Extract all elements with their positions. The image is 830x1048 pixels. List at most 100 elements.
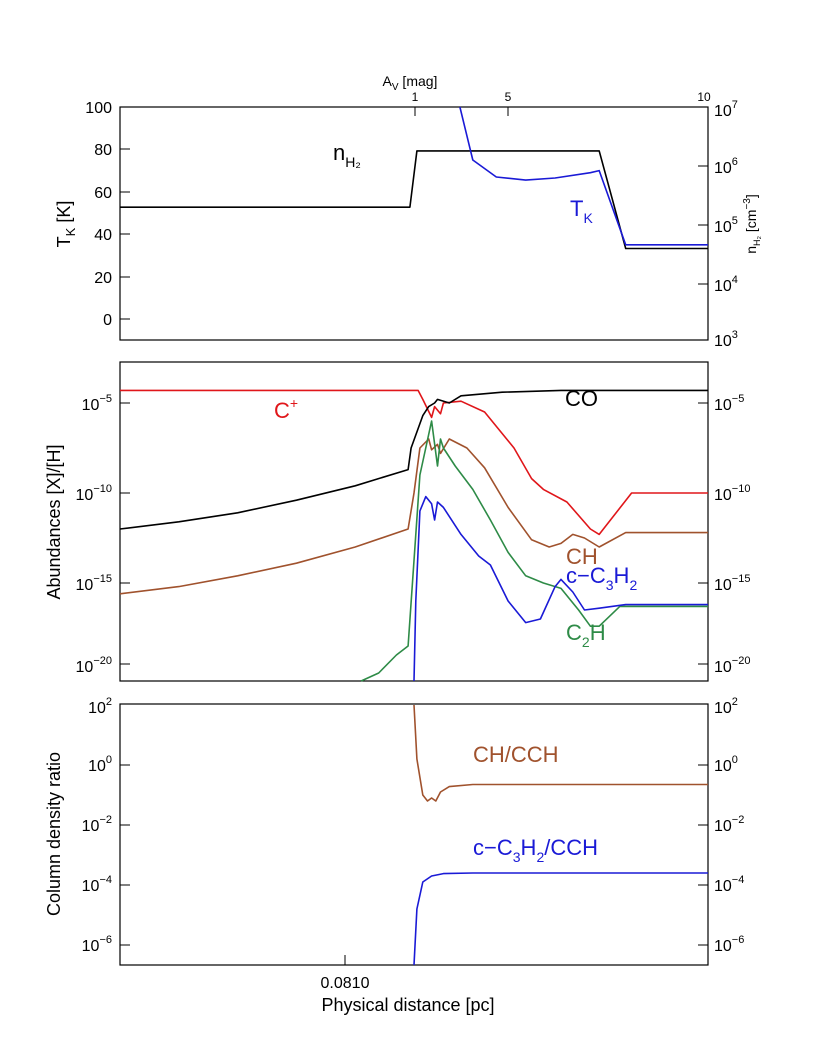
nh2-tick-exp: 4	[732, 274, 738, 286]
nh2-tick-exp: 3	[732, 329, 738, 341]
cplus-series-line	[120, 389, 708, 536]
top-panel-frame	[119, 106, 709, 341]
abund-tick-exp: −15	[93, 573, 112, 585]
abund-tick-base: 10	[76, 659, 94, 676]
middle-panel: 10−5 10−10 10−15 10−20 10−5 10−10 10−15 …	[44, 361, 751, 682]
ratio-tick-label-right: 102	[714, 696, 738, 717]
ratio-tick-label-left: 10−4	[82, 874, 112, 895]
tk-axis-label: TK [K]	[54, 201, 78, 248]
ratio-tick-exp: 2	[106, 696, 112, 708]
nh2-tick-base: 10	[714, 333, 732, 350]
nh2-axis-label-sub: H₂	[752, 235, 762, 245]
abund-tick-exp: −5	[99, 393, 112, 405]
ratio-tick-label-left: 10−2	[82, 814, 112, 835]
cc3h2-cch-label-sub2: 2	[536, 849, 544, 865]
c2h-series-label-sub: 2	[582, 634, 590, 650]
ratio-tick-exp: 0	[106, 754, 112, 766]
nh2-axis-label: nH₂ [cm−3]	[742, 194, 762, 254]
cc3h2-cch-label-tail: /CCH	[544, 835, 598, 860]
abund-ticks	[120, 402, 708, 665]
abund-tick-base: 10	[714, 487, 732, 504]
nh2-axis-label-main: n	[743, 246, 759, 254]
av-axis-label-sub: V	[392, 82, 399, 93]
ratio-tick-base: 10	[714, 700, 732, 717]
av-axis-label-rest: [mag]	[399, 73, 438, 89]
ratio-tick-exp: 0	[732, 754, 738, 766]
cc3h2-cch-series-label: c−C3H2/CCH	[473, 835, 598, 865]
ratio-tick-exp: −6	[732, 934, 745, 946]
nh2-tick-exp: 5	[732, 215, 738, 227]
tk-axis-label-main: T	[54, 236, 74, 247]
nh2-axis-label-rest: [cm	[743, 210, 759, 236]
nh2-tick-exp: 7	[732, 99, 738, 111]
ratio-tick-label-right: 10−4	[714, 874, 744, 895]
abund-tick-label-left: 10−15	[76, 573, 112, 594]
c2h-series-label-rest: H	[590, 620, 606, 645]
middle-panel-frame	[119, 361, 709, 682]
bottom-series	[413, 704, 708, 966]
nh2-tick-label-1e4: 104	[714, 274, 738, 295]
abund-tick-base: 10	[714, 577, 732, 594]
abund-tick-exp: −5	[732, 393, 745, 405]
cc3h2-cch-series-line	[413, 872, 708, 966]
nh2-axis-label-close: ]	[743, 194, 759, 198]
top-panel: AV [mag] 1 5 10 100 80 60 40 20 0 TK [K]	[54, 73, 762, 350]
cc3h2-cch-label-sub: 3	[513, 849, 521, 865]
abund-tick-base: 10	[76, 577, 94, 594]
av-tick-label-1: 1	[412, 90, 419, 104]
ratio-tick-base: 10	[82, 818, 100, 835]
nh2-tick-label-1e7: 107	[714, 99, 738, 120]
x-axis-label: Physical distance [pc]	[321, 995, 494, 1015]
abund-tick-label-left: 10−20	[76, 655, 112, 676]
ratio-tick-label-right: 100	[714, 754, 738, 775]
tk-series-line	[459, 106, 708, 246]
top-series	[120, 106, 708, 250]
cc3h2-series-label-sub: 3	[606, 577, 614, 593]
c2h-series-label-main: C	[566, 620, 582, 645]
abund-tick-base: 10	[714, 659, 732, 676]
abund-tick-exp: −10	[732, 483, 751, 495]
ch-series-label: CH	[566, 544, 598, 569]
ratio-tick-label-right: 10−2	[714, 814, 744, 835]
cplus-series-label: C+	[274, 395, 298, 423]
abund-tick-label-right: 10−15	[714, 573, 750, 594]
bottom-panel: 102 100 10−2 10−4 10−6 102 100 10−2 10−4…	[44, 696, 744, 1015]
c2h-series-line	[360, 420, 708, 682]
abund-tick-label-right: 10−20	[714, 655, 750, 676]
nh2-tick-exp: 6	[732, 156, 738, 168]
ratio-tick-exp: −4	[732, 874, 745, 886]
ratio-tick-base: 10	[88, 700, 106, 717]
tk-series-label-main: T	[570, 196, 583, 221]
cc3h2-series-label: c−C3H2	[566, 563, 637, 593]
av-axis-label-main: A	[383, 73, 393, 89]
nh2-series-line	[120, 150, 708, 250]
ch-cch-series-line	[413, 704, 708, 802]
ratio-ticks	[120, 703, 708, 965]
ratio-tick-label-left: 100	[88, 754, 112, 775]
abund-tick-base: 10	[76, 487, 94, 504]
tk-axis-label-rest: [K]	[54, 201, 74, 228]
nh2-series-label-sub: H₂	[345, 154, 361, 170]
cplus-series-label-sup: +	[290, 395, 298, 411]
cc3h2-series-line	[413, 495, 708, 682]
c2h-series-label: C2H	[566, 620, 606, 650]
tk-tick-label-20: 20	[94, 270, 112, 287]
abund-tick-label-left: 10−5	[82, 393, 112, 414]
cplus-series-label-main: C	[274, 398, 290, 423]
cc3h2-series-label-sub2: 2	[629, 577, 637, 593]
nh2-tick-base: 10	[714, 103, 732, 120]
middle-series	[119, 389, 708, 682]
abund-tick-label-left: 10−10	[76, 483, 112, 504]
nh2-tick-label-1e3: 103	[714, 329, 738, 350]
co-series-line	[119, 389, 708, 530]
x-tick-label: 0.0810	[321, 975, 370, 992]
ratio-tick-label-left: 102	[88, 696, 112, 717]
abund-tick-base: 10	[82, 397, 100, 414]
av-tick-label-5: 5	[505, 90, 512, 104]
av-axis-label: AV [mag]	[383, 73, 438, 93]
ch-series-line	[119, 438, 708, 595]
ratio-tick-base: 10	[82, 878, 100, 895]
ratio-tick-base: 10	[82, 938, 100, 955]
nh2-ticks	[698, 106, 708, 285]
nh2-tick-base: 10	[714, 219, 732, 236]
